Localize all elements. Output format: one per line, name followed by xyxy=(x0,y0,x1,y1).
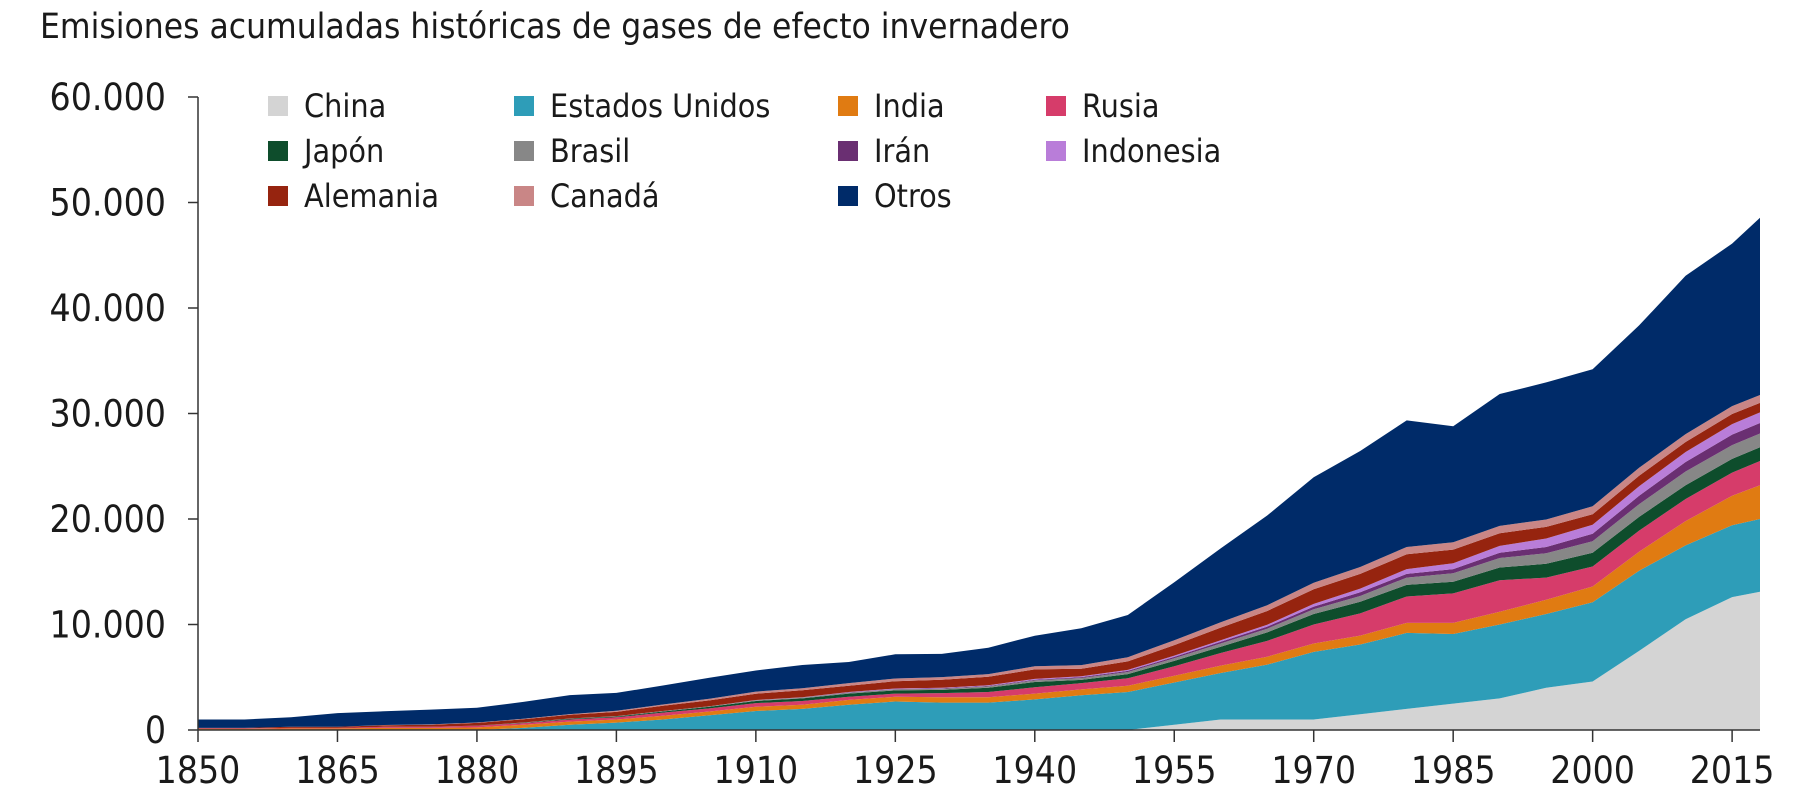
legend-label: Canadá xyxy=(550,177,660,215)
area-brasil xyxy=(198,433,1760,729)
y-tick-label: 50.000 xyxy=(50,182,166,225)
legend-label: Estados Unidos xyxy=(550,87,770,125)
y-tick-label: 10.000 xyxy=(50,604,166,647)
x-tick-label: 2015 xyxy=(1690,749,1775,792)
x-axis-ticks: 1850 1865 1880 1895 1910 1925 1940 1955 1970 1985… xyxy=(156,730,1775,792)
legend-item-china: China xyxy=(268,87,386,125)
chart-title: Emisiones acumuladas históricas de gases… xyxy=(40,7,1070,47)
x-tick-label: 1850 xyxy=(156,749,241,792)
legend-swatch xyxy=(838,186,858,206)
x-tick-label: 1865 xyxy=(295,749,380,792)
legend-swatch xyxy=(268,96,288,116)
x-tick-label: 1925 xyxy=(853,749,938,792)
legend-item-iran: Irán xyxy=(838,132,930,170)
legend-item-otros: Otros xyxy=(838,177,952,215)
legend-label: India xyxy=(874,87,945,125)
y-tick-label: 20.000 xyxy=(50,498,166,541)
legend-item-rusia: Rusia xyxy=(1046,87,1159,125)
area-estados-unidos xyxy=(198,519,1760,730)
x-tick-label: 1955 xyxy=(1132,749,1217,792)
legend-item-japon: Japón xyxy=(268,132,384,170)
y-axis-ticks: 0 10.000 20.000 30.000 40.000 50.000 60.000 xyxy=(50,76,198,752)
legend-item-canada: Canadá xyxy=(514,177,660,215)
legend-swatch xyxy=(514,141,534,161)
x-tick-label: 1940 xyxy=(992,749,1077,792)
x-tick-label: 1970 xyxy=(1271,749,1356,792)
x-tick-label: 1880 xyxy=(435,749,520,792)
legend-label: Rusia xyxy=(1082,87,1159,125)
x-tick-label: 1985 xyxy=(1411,749,1496,792)
legend-swatch xyxy=(268,141,288,161)
y-tick-label: 30.000 xyxy=(50,393,166,436)
y-tick-label: 0 xyxy=(145,709,166,752)
legend-label: Alemania xyxy=(304,177,439,215)
area-china xyxy=(198,591,1760,730)
legend-swatch xyxy=(514,96,534,116)
y-tick-label: 40.000 xyxy=(50,287,166,330)
x-tick-label: 1910 xyxy=(714,749,799,792)
legend-swatch xyxy=(838,141,858,161)
legend-item-india: India xyxy=(838,87,945,125)
legend-swatch xyxy=(514,186,534,206)
area-otros xyxy=(198,217,1760,728)
legend-label: Irán xyxy=(874,132,930,170)
legend-item-indonesia: Indonesia xyxy=(1046,132,1221,170)
legend-swatch xyxy=(268,186,288,206)
legend: China Estados Unidos India Rusia Japón Brasil… xyxy=(268,87,1221,215)
legend-label: Indonesia xyxy=(1082,132,1221,170)
y-tick-label: 60.000 xyxy=(50,76,166,119)
legend-label: Brasil xyxy=(550,132,630,170)
legend-swatch xyxy=(1046,141,1066,161)
legend-item-alemania: Alemania xyxy=(268,177,439,215)
x-tick-label: 1895 xyxy=(574,749,659,792)
legend-label: Japón xyxy=(302,132,384,170)
legend-swatch xyxy=(838,96,858,116)
legend-label: China xyxy=(304,87,386,125)
legend-item-brasil: Brasil xyxy=(514,132,630,170)
area-japon xyxy=(198,447,1760,729)
area-rusia xyxy=(198,461,1760,729)
legend-label: Otros xyxy=(874,177,952,215)
legend-item-estados-unidos: Estados Unidos xyxy=(514,87,770,125)
x-tick-label: 2000 xyxy=(1550,749,1635,792)
stacked-areas xyxy=(198,217,1760,730)
legend-swatch xyxy=(1046,96,1066,116)
